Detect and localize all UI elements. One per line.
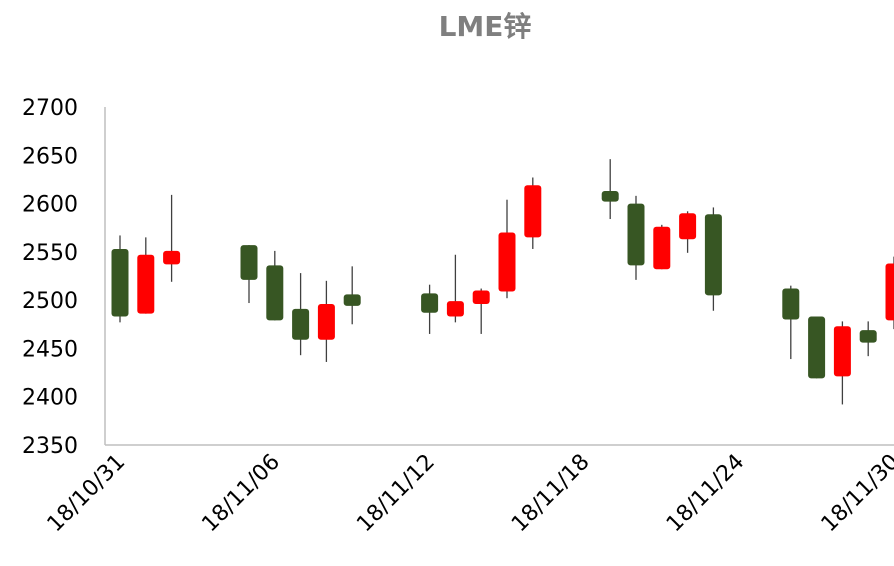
- x-tick-label: 18/11/24: [662, 450, 750, 538]
- y-tick-label: 2550: [22, 241, 78, 266]
- candle-body: [859, 330, 877, 343]
- candle-body: [472, 290, 490, 305]
- x-tick-label: 18/11/12: [352, 450, 440, 538]
- y-tick-label: 2500: [22, 289, 78, 314]
- candle-body: [421, 293, 439, 313]
- y-tick-label: 2600: [22, 193, 78, 218]
- y-tick-label: 2650: [22, 144, 78, 169]
- candle-body: [266, 265, 284, 321]
- candle-body: [524, 185, 542, 238]
- candle-body: [137, 254, 155, 314]
- candle-body: [679, 213, 697, 240]
- x-tick-label: 18/10/31: [43, 450, 131, 538]
- candle-body: [292, 308, 310, 340]
- candle-body: [833, 326, 851, 377]
- candle-body: [601, 191, 619, 202]
- x-tick-label: 18/11/18: [507, 450, 595, 538]
- y-tick-label: 2700: [22, 96, 78, 121]
- y-tick-label: 2350: [22, 434, 78, 459]
- candle-body: [704, 214, 722, 296]
- x-tick-label: 18/11/30: [817, 450, 894, 538]
- candle-body: [343, 294, 361, 306]
- candle-body: [498, 232, 516, 292]
- candle-body: [782, 288, 800, 320]
- chart-title: LME锌: [439, 10, 532, 43]
- candle-body: [808, 316, 826, 379]
- y-tick-label: 2450: [22, 337, 78, 362]
- candle-body: [317, 304, 335, 340]
- candle-body: [627, 203, 645, 266]
- candle-body: [653, 226, 671, 270]
- candle-body: [240, 245, 258, 280]
- candle-body: [163, 250, 181, 265]
- candle-body: [885, 263, 894, 321]
- x-tick-label: 18/11/06: [197, 450, 285, 538]
- y-tick-label: 2400: [22, 386, 78, 411]
- candle-body: [111, 248, 129, 317]
- candle-body: [446, 301, 464, 317]
